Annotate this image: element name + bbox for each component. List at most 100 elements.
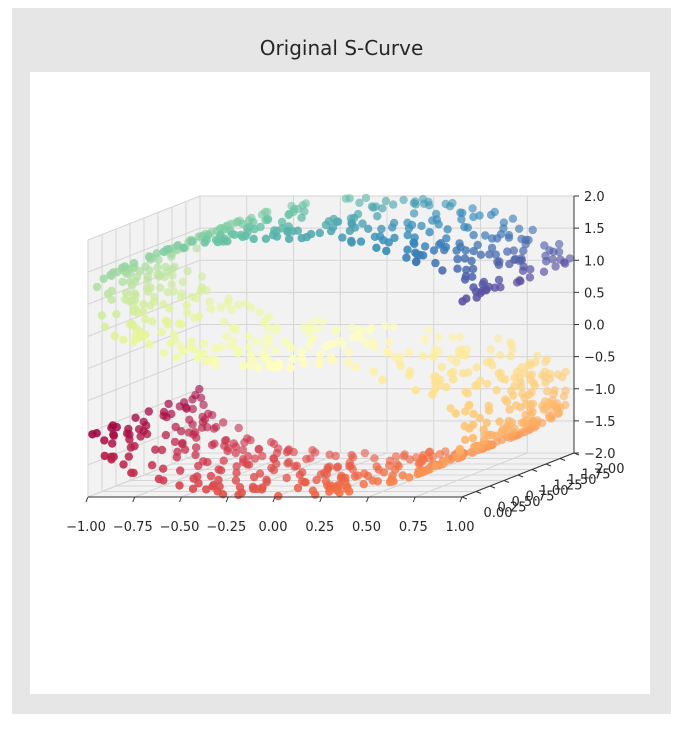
data-point: [469, 230, 478, 240]
data-point: [414, 459, 423, 468]
tick-mark: [412, 496, 416, 503]
data-point: [231, 448, 240, 458]
data-point: [445, 202, 455, 211]
data-point: [449, 375, 458, 384]
data-point: [431, 258, 440, 268]
data-point: [282, 448, 292, 457]
data-point: [109, 268, 118, 277]
data-point: [459, 369, 468, 378]
data-point: [153, 270, 162, 280]
data-point: [442, 382, 451, 392]
z-tick-label: 0.5: [584, 286, 605, 301]
data-point: [234, 490, 243, 500]
data-point: [472, 363, 481, 372]
data-point: [107, 455, 116, 464]
data-point: [463, 389, 472, 398]
data-point: [344, 348, 354, 357]
data-point: [369, 203, 378, 212]
data-point: [205, 297, 214, 306]
data-point: [411, 386, 420, 395]
data-point: [141, 262, 150, 271]
data-point: [129, 258, 139, 268]
data-point: [350, 472, 360, 481]
data-point: [288, 354, 298, 364]
data-point: [396, 361, 405, 371]
data-point: [184, 428, 194, 437]
data-point: [460, 254, 469, 263]
data-point: [435, 450, 445, 459]
data-point: [315, 359, 324, 368]
data-point: [322, 470, 331, 479]
data-point: [260, 355, 269, 364]
data-point: [348, 333, 358, 342]
data-point: [508, 345, 517, 355]
data-point: [538, 401, 547, 411]
data-point: [153, 263, 162, 272]
data-point: [424, 325, 433, 335]
data-point: [120, 262, 130, 271]
data-point: [510, 373, 519, 382]
data-point: [171, 422, 180, 432]
data-point: [377, 224, 386, 234]
data-point: [159, 300, 168, 309]
data-point: [420, 242, 430, 251]
data-point: [434, 333, 443, 342]
data-point: [161, 430, 171, 440]
data-point: [472, 293, 481, 302]
data-point: [271, 326, 280, 335]
data-point: [159, 247, 168, 257]
data-point: [261, 234, 271, 243]
x-tick-label: 0.25: [305, 520, 334, 535]
data-point: [188, 395, 197, 404]
data-point: [227, 341, 236, 350]
data-point: [151, 445, 160, 454]
data-point: [331, 451, 340, 461]
data-point: [417, 468, 426, 477]
data-point: [258, 451, 267, 461]
data-point: [118, 277, 127, 287]
data-point: [207, 304, 216, 314]
data-point: [240, 438, 249, 447]
data-point: [494, 260, 504, 270]
grid-line-z: [87, 388, 201, 434]
data-point: [245, 361, 255, 370]
data-point: [110, 331, 119, 341]
data-point: [455, 444, 465, 454]
data-point: [112, 310, 121, 319]
data-point: [382, 246, 391, 256]
data-point: [461, 407, 470, 416]
data-point: [364, 224, 373, 233]
data-point: [173, 241, 182, 250]
data-point: [442, 234, 451, 243]
grid-line-z: [87, 195, 201, 241]
data-point: [486, 210, 496, 220]
data-point: [202, 485, 211, 494]
data-point: [509, 391, 518, 400]
data-point: [460, 275, 470, 284]
data-point: [231, 325, 241, 334]
data-point: [108, 439, 117, 448]
data-point: [247, 303, 256, 312]
data-point: [263, 215, 272, 225]
data-point: [373, 477, 382, 486]
z-tick-label: −1.0: [584, 383, 616, 398]
data-point: [361, 193, 371, 203]
data-point: [461, 246, 470, 255]
data-point: [170, 437, 180, 447]
data-point: [227, 305, 236, 315]
data-point: [405, 371, 414, 380]
data-point: [206, 471, 216, 481]
data-point: [144, 252, 154, 261]
data-point: [272, 232, 282, 241]
data-point: [420, 335, 430, 344]
data-point: [469, 283, 478, 292]
data-point: [542, 257, 551, 266]
data-point: [161, 262, 170, 272]
data-point: [325, 487, 334, 496]
data-point: [262, 341, 271, 350]
tick-labels: −1.00 −0.75 −0.50 −0.25 0.00 0.25 0.50 0.75 1.00…: [66, 190, 624, 535]
data-point: [152, 249, 161, 258]
data-point: [501, 395, 510, 404]
data-point: [148, 317, 157, 326]
y-tick-label: 0.25: [498, 501, 527, 516]
